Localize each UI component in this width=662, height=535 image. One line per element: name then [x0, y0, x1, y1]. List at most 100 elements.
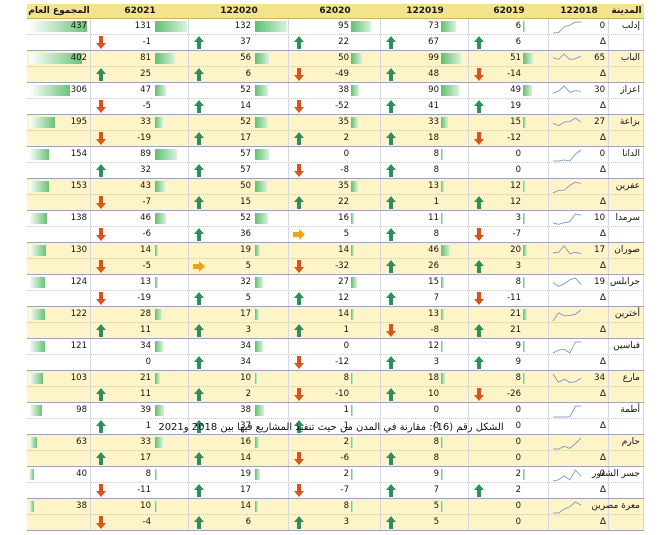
- value-2018: [549, 403, 609, 418]
- cell-value: 130: [70, 245, 87, 255]
- cell-value: 14: [240, 453, 251, 463]
- cell-value: 0: [515, 405, 521, 415]
- value-2021: 89: [91, 147, 189, 162]
- city-label: الدانا: [622, 149, 640, 159]
- delta-2019-dec: 8: [381, 163, 469, 178]
- cell-value: 38: [240, 405, 251, 415]
- value-2020-june: 8: [289, 371, 381, 386]
- cell-value: 15: [240, 197, 251, 207]
- value-2019-dec: 13: [381, 179, 469, 194]
- delta-2021: -5: [91, 99, 189, 114]
- value-2018: [549, 179, 609, 194]
- delta-2019-june: 21: [469, 323, 549, 338]
- city-empty: [609, 35, 644, 50]
- value-2021: 21: [91, 371, 189, 386]
- cell-value: 5: [245, 261, 251, 271]
- total-cell-empty: [27, 355, 91, 370]
- cell-value: 124: [70, 277, 87, 287]
- figure-caption: الشكل رقم (16): مقارنة في المدن من حيث ت…: [158, 422, 504, 433]
- arrow-down-icon: [293, 164, 305, 177]
- header-2020-dec: 122020: [220, 6, 258, 16]
- cell-value: 3: [515, 213, 521, 223]
- delta-2019-dec: 8: [381, 227, 469, 242]
- delta-2020-june: 1: [289, 323, 381, 338]
- cell-value: -11: [137, 485, 151, 495]
- sparkline: [551, 148, 583, 168]
- delta-2021: -5: [91, 259, 189, 274]
- arrow-down-icon: [473, 68, 485, 81]
- cell-value: 15: [510, 117, 521, 127]
- data-bar: [155, 117, 163, 128]
- delta-2018: Δ: [549, 451, 609, 466]
- arrow-up-icon: [193, 228, 205, 241]
- cell-value: 0: [515, 149, 521, 159]
- value-2019-june: 9: [469, 339, 549, 354]
- city-label: أخترين: [614, 309, 640, 319]
- delta-2019-june: 0: [469, 163, 549, 178]
- cell-value: 13: [140, 277, 151, 287]
- delta-2020-dec: 37: [189, 419, 289, 434]
- value-2020-dec: 19: [189, 467, 289, 482]
- cell-value: 14: [338, 309, 349, 319]
- data-bar: [441, 309, 444, 320]
- table-row: 306 47 52 38 90 49 30 اعزاز -5 14 -52 41 19 Δ: [27, 83, 644, 115]
- total-cell-empty: [27, 483, 91, 498]
- cell-value: 0: [433, 421, 439, 431]
- data-bar: [255, 245, 260, 256]
- header-total: المجموع العام: [28, 6, 90, 16]
- data-bar: [351, 245, 354, 256]
- arrow-up-icon: [193, 292, 205, 305]
- cell-value: -6: [142, 229, 151, 239]
- value-2021: 13: [91, 275, 189, 290]
- delta-2018: Δ: [549, 355, 609, 370]
- cell-value: 34: [594, 373, 605, 383]
- cell-value: 47: [140, 85, 151, 95]
- total-bar: [29, 405, 42, 416]
- cell-value: 121: [70, 341, 87, 351]
- city-label: إدلب: [621, 21, 640, 31]
- cell-value: 8: [433, 453, 439, 463]
- value-2018: 34: [549, 371, 609, 386]
- city-name: مارع: [609, 371, 644, 386]
- delta-2020-june: 3: [289, 515, 381, 530]
- delta-2019-dec: 48: [381, 67, 469, 82]
- cell-value: 7: [433, 485, 439, 495]
- data-bar: [155, 53, 175, 64]
- value-2019-june: 0: [469, 147, 549, 162]
- cell-value: -49: [335, 69, 349, 79]
- cell-value: 6: [245, 69, 251, 79]
- cell-value: 19: [240, 469, 251, 479]
- arrow-down-icon: [473, 292, 485, 305]
- arrow-up-icon: [293, 36, 305, 49]
- value-2019-dec: 90: [381, 83, 469, 98]
- cell-value: 138: [70, 213, 87, 223]
- value-2020-dec: 19: [189, 243, 289, 258]
- value-2019-june: 20: [469, 243, 549, 258]
- value-2020-june: 38: [289, 83, 381, 98]
- data-bar: [155, 469, 157, 480]
- cell-value: 1: [145, 421, 151, 431]
- data-bar: [155, 309, 162, 320]
- arrow-up-icon: [95, 452, 107, 465]
- delta-2019-june: 6: [469, 35, 549, 50]
- total-bar: [29, 213, 48, 224]
- cell-value: 2: [343, 469, 349, 479]
- value-2018: 27: [549, 115, 609, 130]
- cell-value: 0: [433, 405, 439, 415]
- city-label: صوران: [614, 245, 640, 255]
- city-empty: [609, 259, 644, 274]
- cell-value: 32: [140, 165, 151, 175]
- arrow-down-icon: [95, 228, 107, 241]
- cell-value: 1: [343, 325, 349, 335]
- table-header: المجموع العام 62021 122020 62020 122019 …: [27, 4, 644, 19]
- delta-2019-june: 12: [469, 195, 549, 210]
- arrow-up-icon: [473, 36, 485, 49]
- header-city: المدينة: [611, 6, 642, 16]
- value-2018: 19: [549, 275, 609, 290]
- data-bar: [255, 117, 268, 128]
- city-empty: [609, 387, 644, 402]
- value-2020-june: 95: [289, 19, 381, 34]
- arrow-up-icon: [193, 132, 205, 145]
- arrow-down-icon: [385, 324, 397, 337]
- cell-value: 12: [338, 293, 349, 303]
